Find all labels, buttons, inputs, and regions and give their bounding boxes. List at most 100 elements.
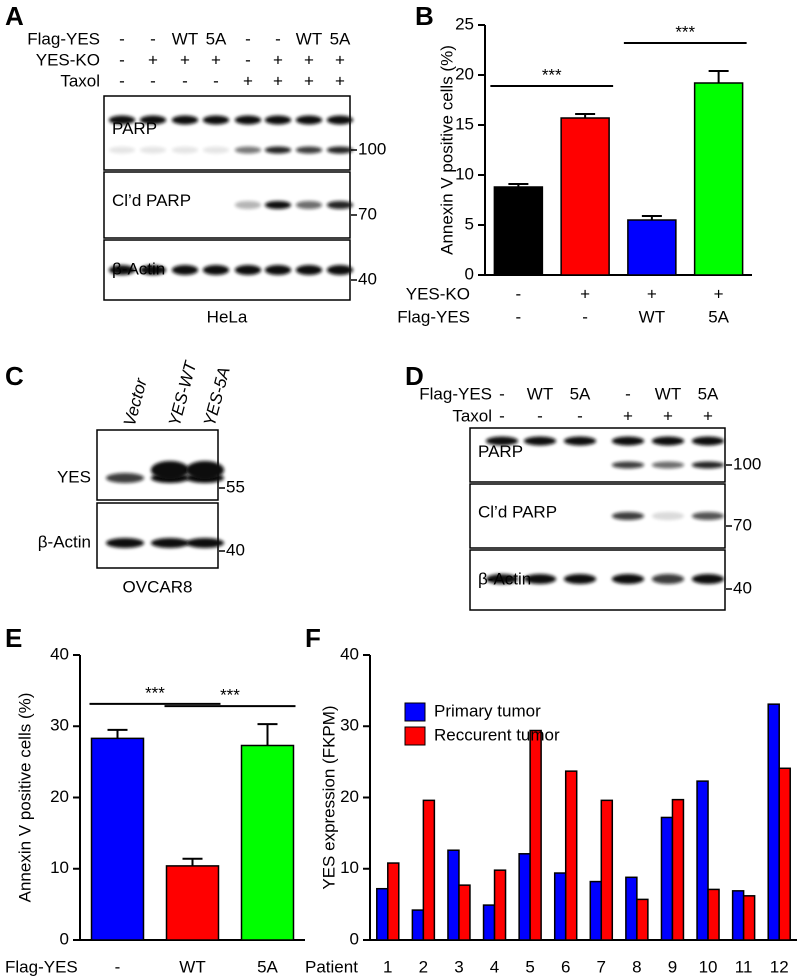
significance-label: ***: [220, 686, 240, 705]
lane-label: -: [119, 29, 125, 48]
panel-letter: C: [5, 361, 24, 391]
lane-label: WT: [172, 29, 198, 48]
lane-label: 5A: [206, 29, 227, 48]
band: [611, 461, 645, 469]
marker-label: 70: [358, 204, 377, 223]
band: [326, 265, 354, 275]
band: [264, 146, 292, 154]
band: [264, 265, 292, 275]
lane-label: -: [537, 406, 543, 425]
band: [691, 574, 725, 584]
cell-line: HeLa: [207, 307, 248, 326]
bar: [564, 770, 578, 941]
error-bar: [182, 857, 203, 866]
lane-label: -: [119, 50, 125, 69]
band: [326, 146, 354, 154]
blot-label: β-Actin: [478, 569, 531, 588]
bar: [778, 767, 791, 941]
error-bar: [257, 723, 278, 746]
lane-label: +: [273, 71, 283, 90]
band: [485, 574, 519, 584]
x-tick-label: 5: [525, 957, 534, 976]
band: [611, 436, 645, 446]
lane-label: 5A: [330, 29, 351, 48]
y-tick-label: 0: [350, 929, 359, 948]
lane-label: +: [211, 50, 221, 69]
lane-label: -: [625, 384, 631, 403]
band: [523, 436, 557, 446]
band: [295, 115, 323, 125]
band: [185, 538, 225, 548]
blot-label: Cl’d PARP: [478, 502, 557, 521]
lane-label: +: [304, 50, 314, 69]
y-axis-label: YES expression (FKPM): [319, 705, 338, 889]
y-tick-label: 10: [340, 858, 359, 877]
x-axis-label: Flag-YES: [5, 957, 78, 976]
lane-label: -: [245, 29, 251, 48]
x-tick-label: 12: [770, 957, 789, 976]
bar: [458, 884, 471, 941]
band: [264, 115, 292, 125]
blot-box: [103, 95, 351, 171]
band: [234, 146, 262, 154]
significance-label: ***: [145, 683, 165, 702]
band: [234, 115, 262, 125]
panel-letter: F: [305, 623, 321, 653]
band: [611, 512, 645, 520]
lane-label: WT: [527, 384, 553, 403]
x-tick-label: 10: [699, 957, 718, 976]
row-label: Flag-YES: [397, 307, 470, 326]
bar: [90, 737, 145, 941]
panel-letter: E: [5, 623, 22, 653]
band: [108, 115, 136, 125]
band: [295, 265, 323, 275]
lane-label: -: [213, 71, 219, 90]
band: [171, 115, 199, 125]
y-tick-label: 20: [455, 64, 474, 83]
marker-label: 100: [358, 139, 386, 158]
bar: [693, 82, 744, 276]
lane-label: YES-WT: [165, 358, 201, 428]
bar: [707, 888, 720, 941]
error-bar: [575, 113, 596, 118]
band: [563, 574, 597, 584]
lane-label: -: [182, 71, 188, 90]
y-axis-label: Annexin V positive cells (%): [437, 45, 456, 255]
y-tick-label: 40: [340, 644, 359, 663]
band: [651, 512, 685, 520]
band: [523, 574, 557, 584]
lane-label: +: [703, 406, 713, 425]
band: [150, 538, 190, 548]
error-bar: [708, 70, 729, 83]
bar: [447, 849, 460, 941]
row-value: -: [582, 307, 588, 326]
y-tick-label: 25: [455, 14, 474, 33]
bar: [671, 798, 685, 941]
row-label: Taxol: [452, 406, 492, 425]
x-tick-label: 8: [632, 957, 641, 976]
legend-swatch: [404, 726, 426, 746]
band: [185, 461, 225, 479]
band: [651, 436, 685, 446]
y-tick-label: 20: [50, 787, 69, 806]
band: [691, 512, 725, 520]
band: [171, 265, 199, 275]
lane-label: +: [623, 406, 633, 425]
bar: [411, 909, 425, 941]
band: [651, 574, 685, 584]
bar: [518, 853, 531, 941]
legend-label: Primary tumor: [434, 701, 541, 720]
band: [691, 461, 725, 469]
bar: [482, 904, 496, 941]
lane-label: +: [273, 50, 283, 69]
y-tick-label: 15: [455, 114, 474, 133]
blot-label: β-Actin: [112, 259, 165, 278]
lane-label: -: [499, 406, 505, 425]
y-tick-label: 20: [340, 787, 359, 806]
blot-label: YES: [57, 467, 91, 486]
panel-letter: D: [405, 361, 424, 391]
bar: [493, 869, 507, 941]
panel-letter: A: [5, 1, 24, 31]
row-value: -: [516, 307, 522, 326]
x-tick-label: 11: [735, 957, 753, 976]
